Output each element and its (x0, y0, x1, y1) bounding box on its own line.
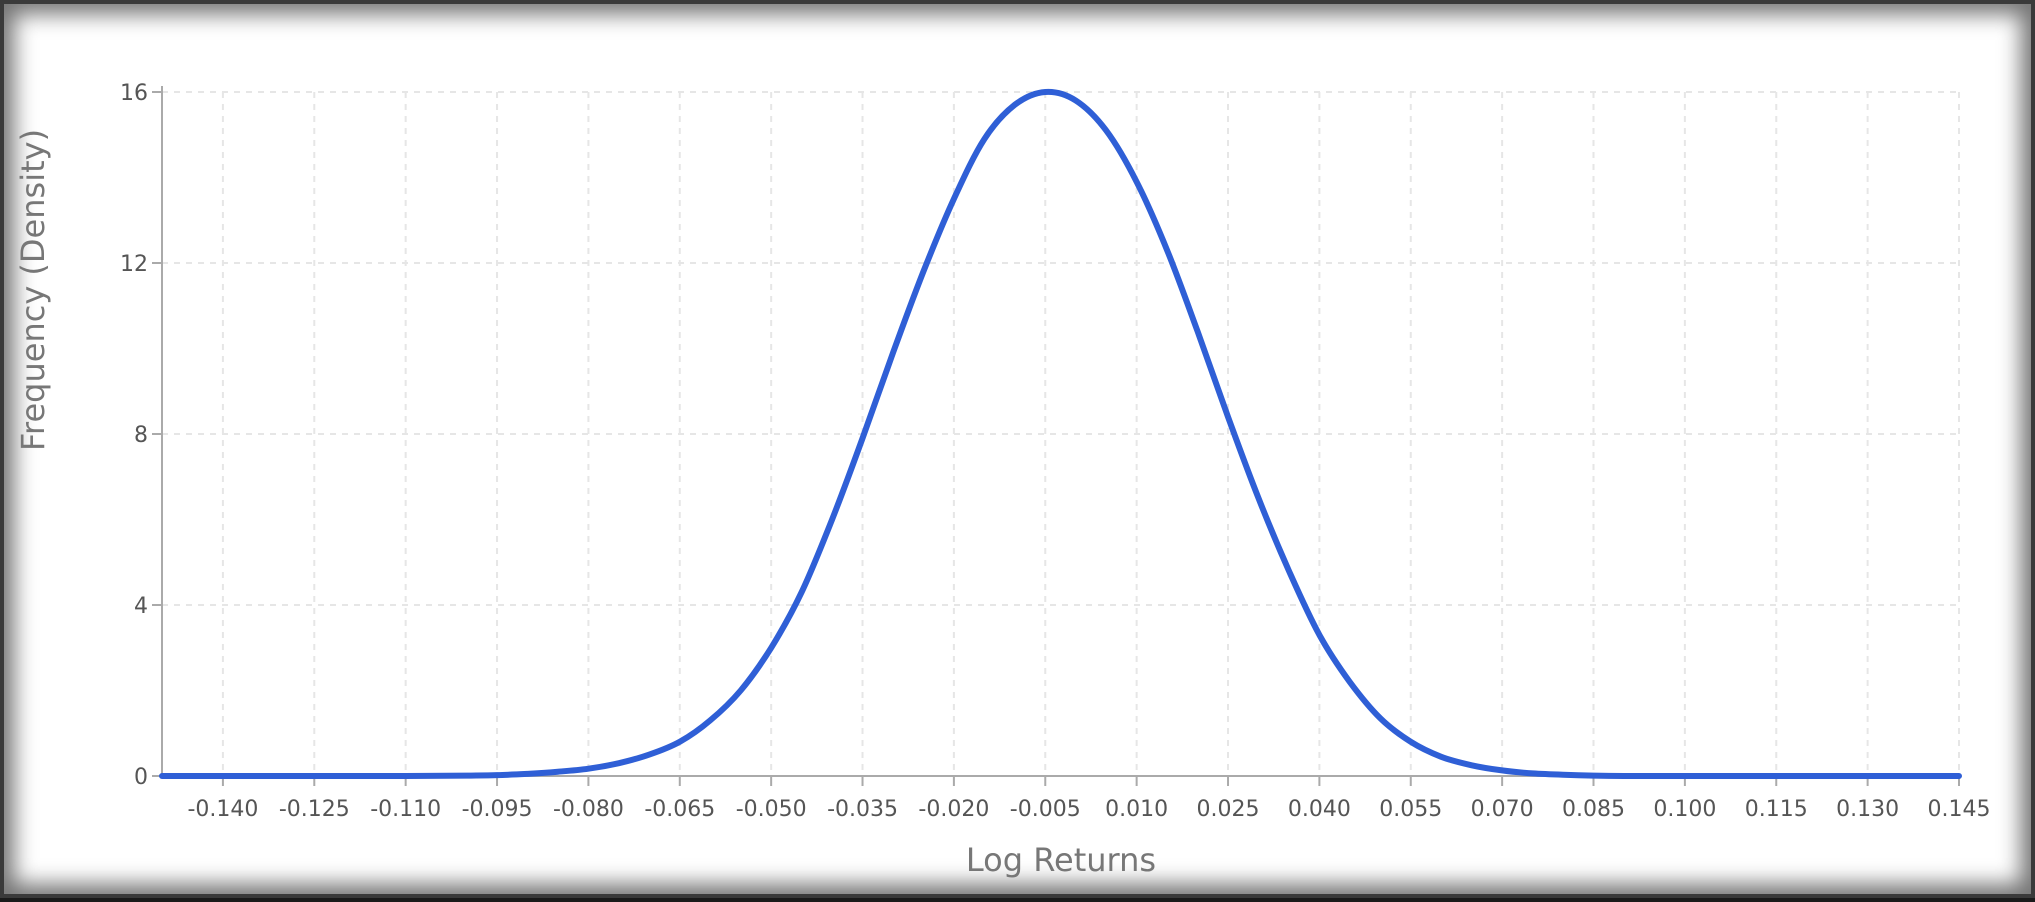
density-curve (159, 88, 1962, 779)
y-tick-label: 4 (134, 594, 148, 619)
x-tick-label: -0.050 (736, 797, 807, 822)
x-tick-label: 0.130 (1836, 797, 1899, 822)
x-tick-label: -0.140 (187, 797, 258, 822)
x-tick-label: -0.005 (1010, 797, 1081, 822)
y-axis-title: Frequency (Density) (14, 129, 52, 451)
x-tick-label: 0.145 (1928, 797, 1991, 822)
x-tick-label: -0.035 (827, 797, 898, 822)
x-tick-label: 0.100 (1653, 797, 1716, 822)
grid-lines (162, 91, 1960, 776)
y-tick-label: 8 (134, 423, 148, 448)
x-axis-title: Log Returns (966, 841, 1156, 879)
x-tick-label: 0.070 (1471, 797, 1534, 822)
x-tick-label: -0.110 (370, 797, 441, 822)
x-tick-label: -0.080 (553, 797, 624, 822)
x-tick-labels: -0.140 -0.125 -0.110 -0.095 -0.080 -0.065 -0.0… (187, 797, 1990, 822)
y-tick-label: 16 (120, 81, 148, 106)
x-tick-label: 0.055 (1379, 797, 1442, 822)
x-tick-label: -0.095 (462, 797, 533, 822)
x-tick-label: -0.065 (644, 797, 715, 822)
x-tick-label: -0.125 (279, 797, 350, 822)
y-tick-label: 12 (120, 252, 148, 277)
x-tick-label: 0.025 (1197, 797, 1260, 822)
x-tick-label: 0.115 (1745, 797, 1808, 822)
x-tick-label: -0.020 (918, 797, 989, 822)
x-tick-label: 0.010 (1105, 797, 1168, 822)
y-tick-label: 0 (134, 765, 148, 790)
axes (152, 86, 1960, 786)
y-tick-labels: 0 4 8 12 16 (120, 81, 148, 790)
x-tick-label: 0.040 (1288, 797, 1351, 822)
x-tick-label: 0.085 (1562, 797, 1625, 822)
